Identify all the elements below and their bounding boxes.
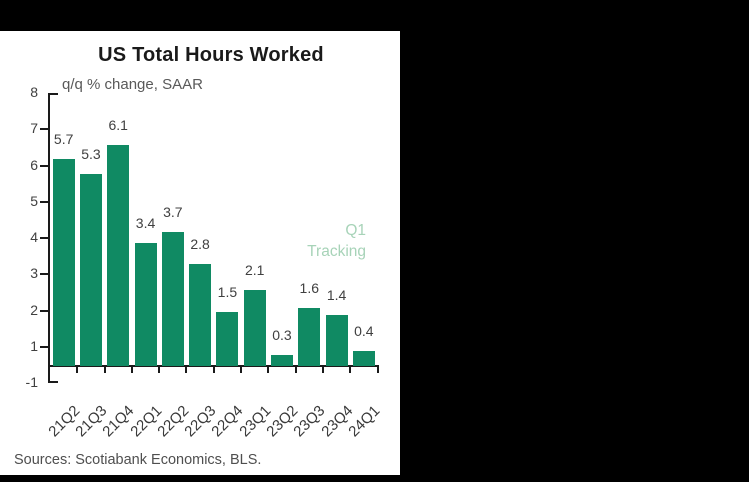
bar bbox=[189, 264, 212, 366]
bar bbox=[161, 232, 184, 366]
y-axis-tick-label: 6 bbox=[30, 156, 38, 173]
bar bbox=[298, 308, 321, 366]
bar bbox=[352, 351, 375, 366]
annotation-line: Q1 bbox=[345, 222, 366, 239]
x-axis-tick bbox=[349, 367, 352, 373]
x-axis-tick bbox=[185, 367, 188, 373]
x-axis-tick bbox=[294, 367, 297, 373]
chart-title: US Total Hours Worked bbox=[98, 44, 324, 66]
chart-subtitle: q/q % change, SAAR bbox=[62, 76, 203, 93]
x-axis-tick bbox=[212, 367, 215, 373]
y-axis-tick-label: 5 bbox=[30, 192, 38, 209]
bar-value-label: 2.1 bbox=[244, 262, 265, 278]
bar bbox=[52, 159, 75, 366]
bar bbox=[107, 145, 130, 366]
bar-value-label: 3.4 bbox=[135, 215, 156, 231]
y-axis-tick-label: 7 bbox=[30, 120, 38, 137]
bar-value-label: 1.5 bbox=[217, 284, 238, 300]
bar-value-label: 5.3 bbox=[81, 146, 101, 162]
y-axis-tick bbox=[40, 164, 48, 167]
y-axis-tick-label: 3 bbox=[30, 265, 38, 282]
bar-value-label: 1.4 bbox=[326, 287, 347, 303]
bar-value-label: 2.8 bbox=[190, 236, 210, 252]
x-axis-tick bbox=[76, 367, 79, 373]
bar-value-label: 3.7 bbox=[163, 204, 183, 220]
bar bbox=[270, 355, 293, 366]
bar bbox=[216, 312, 239, 366]
plot-area: 8 7 6 5 4 3 2 1 -1 5.7 21Q2 5.3 21Q3 6.1 21Q4 3.4 22Q1 3.… bbox=[0, 31, 400, 475]
x-axis-tick bbox=[240, 367, 243, 373]
y-axis-tick bbox=[40, 237, 48, 239]
y-axis-tick-label: 4 bbox=[30, 229, 38, 245]
x-axis-tick bbox=[376, 367, 379, 373]
y-axis-bottom-bracket bbox=[48, 381, 58, 383]
x-axis-tick bbox=[267, 367, 270, 373]
bar-value-label: 0.4 bbox=[354, 323, 374, 339]
y-axis-tick bbox=[40, 345, 48, 348]
y-axis-tick bbox=[40, 200, 48, 203]
y-axis-tick bbox=[40, 128, 48, 131]
bar-value-label: 6.1 bbox=[108, 117, 128, 133]
x-axis-tick bbox=[158, 367, 161, 373]
bar-value-label: 5.7 bbox=[53, 131, 74, 147]
y-axis-tick bbox=[40, 273, 48, 276]
y-axis-tick-label: 1 bbox=[30, 337, 38, 354]
annotation-line: Tracking bbox=[307, 243, 366, 260]
sources-note: Sources: Scotiabank Economics, BLS. bbox=[14, 452, 262, 468]
y-axis-tick bbox=[40, 309, 48, 312]
y-axis-tick-label: -1 bbox=[25, 374, 38, 390]
x-axis-tick bbox=[130, 367, 133, 373]
bar bbox=[243, 290, 266, 366]
x-axis-tick bbox=[103, 367, 106, 373]
chart-card: US Total Hours Worked q/q % change, SAAR… bbox=[0, 31, 400, 475]
bar bbox=[134, 243, 157, 366]
bar-value-label: 0.3 bbox=[272, 327, 292, 343]
x-axis-tick bbox=[321, 367, 324, 373]
bar bbox=[79, 174, 102, 366]
y-axis-top-bracket bbox=[48, 93, 58, 95]
bar-value-label: 1.6 bbox=[299, 280, 319, 296]
annotation-q1-tracking: Q1 Tracking bbox=[280, 220, 366, 262]
bar bbox=[325, 315, 348, 366]
x-axis-line bbox=[48, 365, 379, 367]
y-axis-line bbox=[48, 93, 50, 383]
y-axis-tick-label: 8 bbox=[30, 84, 38, 100]
y-axis-tick-label: 2 bbox=[30, 301, 38, 318]
